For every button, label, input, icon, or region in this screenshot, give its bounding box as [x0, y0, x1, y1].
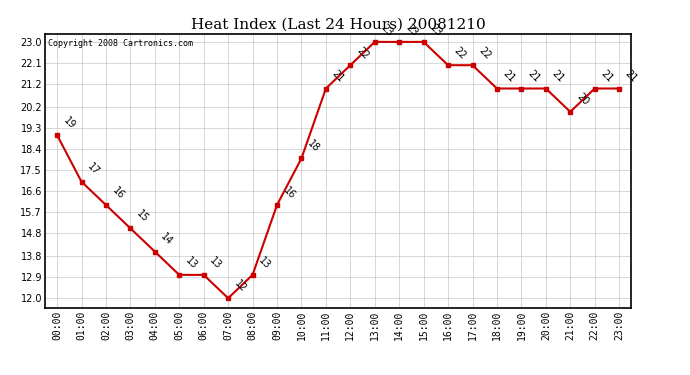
Text: 23: 23 [404, 22, 420, 38]
Text: 20: 20 [574, 92, 590, 108]
Text: 16: 16 [281, 185, 297, 201]
Text: 21: 21 [526, 69, 542, 84]
Text: 22: 22 [452, 45, 468, 61]
Text: 14: 14 [159, 232, 175, 248]
Text: 13: 13 [257, 255, 273, 271]
Text: 21: 21 [501, 69, 517, 84]
Text: 13: 13 [208, 255, 224, 271]
Text: 16: 16 [110, 185, 126, 201]
Text: 21: 21 [330, 69, 346, 84]
Text: 22: 22 [355, 45, 371, 61]
Text: Copyright 2008 Cartronics.com: Copyright 2008 Cartronics.com [48, 39, 193, 48]
Text: 22: 22 [477, 45, 493, 61]
Text: 23: 23 [428, 22, 444, 38]
Text: 19: 19 [61, 115, 77, 131]
Text: 13: 13 [184, 255, 199, 271]
Text: 12: 12 [233, 278, 248, 294]
Text: 15: 15 [135, 208, 150, 224]
Title: Heat Index (Last 24 Hours) 20081210: Heat Index (Last 24 Hours) 20081210 [190, 17, 486, 31]
Text: 17: 17 [86, 162, 101, 177]
Text: 23: 23 [379, 22, 395, 38]
Text: 21: 21 [550, 69, 566, 84]
Text: 18: 18 [306, 138, 322, 154]
Text: 21: 21 [599, 69, 615, 84]
Text: 21: 21 [623, 69, 639, 84]
